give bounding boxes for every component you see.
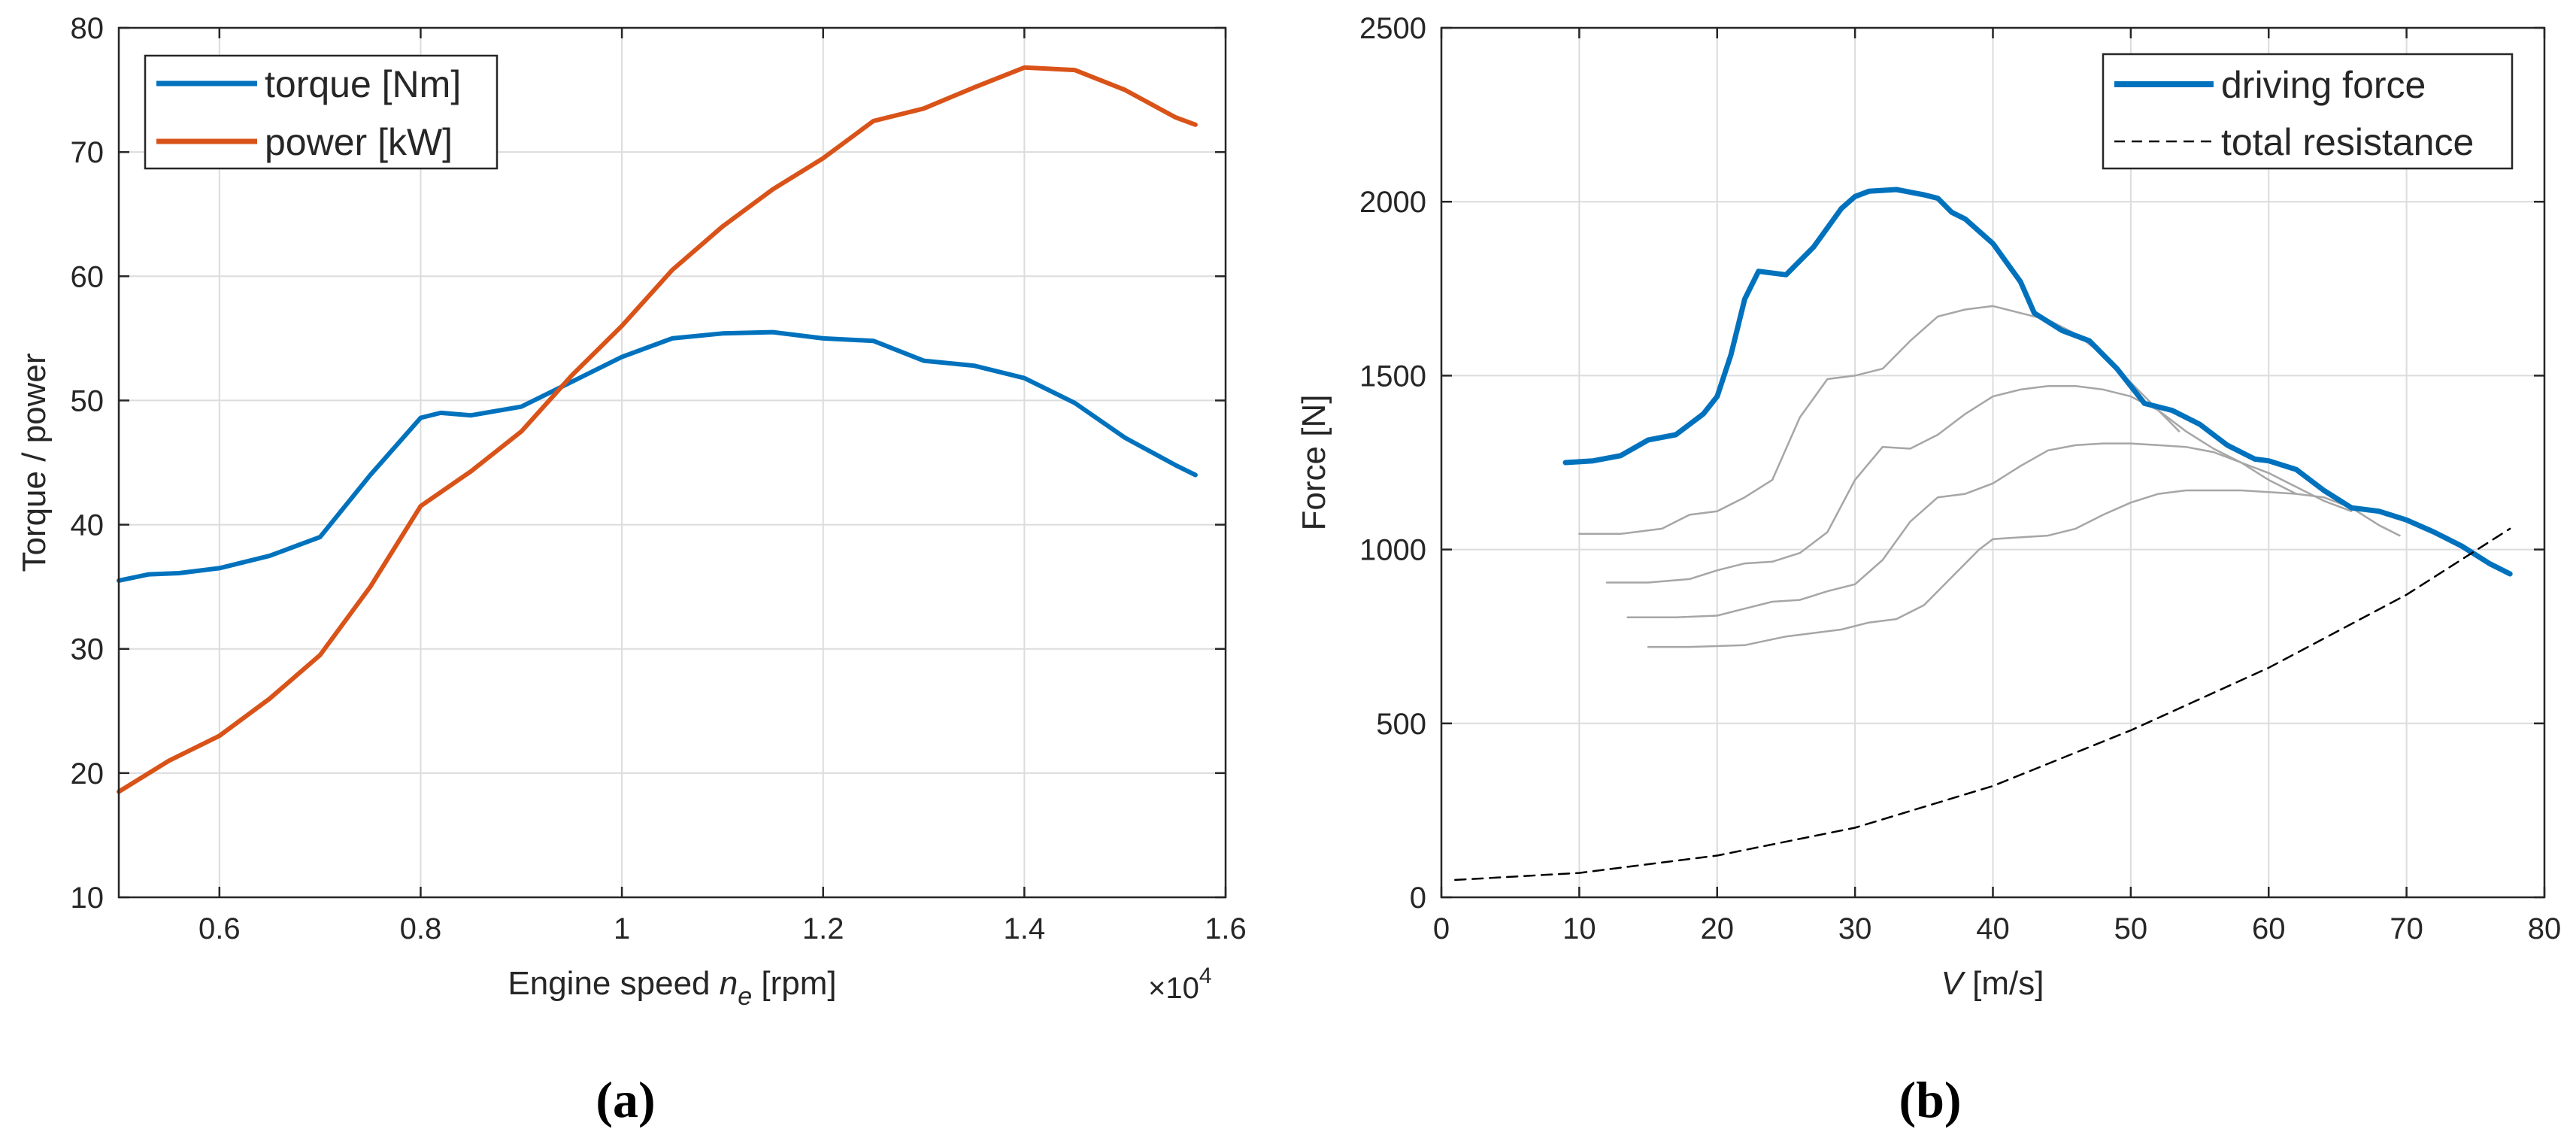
panel-b-series-gear-5 xyxy=(1647,489,2401,648)
panel-a-chart: 0.6 0.8 1 1.2 1.4 1.6 10 20 30 40 50 60 70 80 Engine… xyxy=(16,12,1247,1128)
panel-a-axes-box xyxy=(117,26,1227,899)
panel-a-x-tick-label: 0.6 xyxy=(199,912,241,945)
panel-b-legend-label-total-resistance: total resistance xyxy=(2221,121,2474,163)
panel-a-y-axis-label: Torque / power xyxy=(16,353,53,572)
panel-a-ticks xyxy=(119,26,1227,899)
panel-a-y-tick-label: 20 xyxy=(71,757,105,791)
panel-a-legend: torque [Nm] power [kW] xyxy=(144,54,499,170)
panel-b-legend-label-driving-force: driving force xyxy=(2221,64,2426,106)
panel-b-x-tick-label: 80 xyxy=(2528,912,2562,945)
panel-a-x-tick-label: 0.8 xyxy=(400,912,442,945)
panel-b-series-total-resistance xyxy=(1454,527,2511,882)
panel-a-y-tick-label: 40 xyxy=(71,509,105,542)
panel-b-x-tick-label: 10 xyxy=(1562,912,1596,945)
panel-a-y-tick-labels: 10 20 30 40 50 60 70 80 xyxy=(71,12,105,915)
panel-b-series-driving-force xyxy=(1562,187,2513,577)
panel-a-x-tick-label: 1.4 xyxy=(1004,912,1046,945)
panel-b-x-tick-label: 70 xyxy=(2390,912,2423,945)
panel-b-chart: 0 10 20 30 40 50 60 70 80 0 500 1000 1500 2000 2500 V… xyxy=(1296,12,2561,1128)
panel-a-legend-label-power: power [kW] xyxy=(265,121,453,163)
panel-a-series-torque-nm xyxy=(117,329,1198,583)
panel-a-y-tick-label: 80 xyxy=(71,12,105,45)
panel-b-x-tick-label: 30 xyxy=(1838,912,1872,945)
panel-a-x-multiplier: ×104 xyxy=(1148,963,1212,1005)
panel-b-x-tick-labels: 0 10 20 30 40 50 60 70 80 xyxy=(1433,912,2561,945)
panel-a-y-tick-label: 30 xyxy=(71,633,105,666)
panel-a-x-tick-label: 1.6 xyxy=(1205,912,1247,945)
panel-b-x-tick-label: 0 xyxy=(1433,912,1450,945)
panel-b-x-tick-label: 20 xyxy=(1701,912,1735,945)
panel-b-series-gear-4 xyxy=(1626,442,2353,619)
panel-b-y-tick-label: 2000 xyxy=(1359,186,1426,219)
panel-b-series-gear-3 xyxy=(1605,385,2298,584)
panel-a-legend-box xyxy=(144,54,499,170)
panel-b-legend-box xyxy=(2102,53,2514,170)
panel-a-label: (a) xyxy=(596,1071,655,1128)
panel-b-x-tick-label: 50 xyxy=(2114,912,2148,945)
panel-b-y-tick-label: 1000 xyxy=(1359,534,1426,567)
panel-b-series-lines xyxy=(1454,187,2513,882)
panel-a-x-axis-label: Engine speed ne [rpm] xyxy=(508,965,836,1011)
panel-a-x-tick-labels: 0.6 0.8 1 1.2 1.4 1.6 xyxy=(199,912,1247,945)
panel-a-legend-label-torque: torque [Nm] xyxy=(265,63,461,105)
panel-a-y-tick-label: 50 xyxy=(71,384,105,417)
panel-b-x-axis-label: V [m/s] xyxy=(1941,965,2044,1002)
panel-b-y-tick-label: 1500 xyxy=(1359,360,1426,393)
panel-b-label: (b) xyxy=(1899,1071,1961,1128)
panel-b-x-tick-label: 40 xyxy=(1976,912,2010,945)
panel-a-y-tick-label: 10 xyxy=(71,882,105,915)
panel-a-y-tick-label: 70 xyxy=(71,136,105,169)
panel-b-x-tick-label: 60 xyxy=(2252,912,2286,945)
panel-b-y-tick-label: 500 xyxy=(1376,708,1426,741)
panel-b-y-tick-label: 0 xyxy=(1410,882,1426,915)
panel-a-x-tick-label: 1.2 xyxy=(802,912,844,945)
panel-b-y-tick-label: 2500 xyxy=(1359,12,1426,45)
panel-b-y-axis-label: Force [N] xyxy=(1296,395,1332,531)
panel-b-y-tick-labels: 0 500 1000 1500 2000 2500 xyxy=(1359,12,1426,915)
panel-a-x-tick-label: 1 xyxy=(614,912,630,945)
panel-a-y-tick-label: 60 xyxy=(71,260,105,293)
panel-b-ticks xyxy=(1440,26,2546,899)
panel-a-series-lines xyxy=(117,65,1198,794)
panel-b-legend: driving force total resistance xyxy=(2102,53,2514,170)
panel-a-series-power-kw xyxy=(117,65,1198,794)
